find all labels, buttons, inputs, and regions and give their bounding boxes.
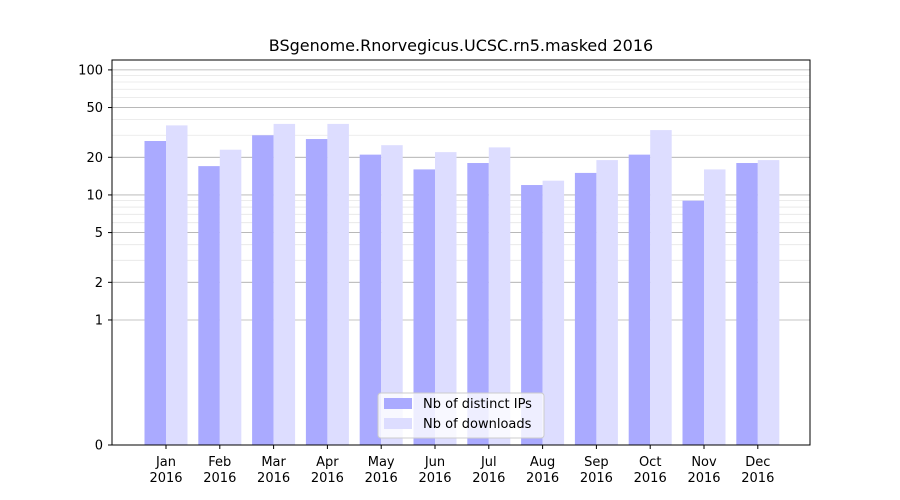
legend-box: [377, 392, 545, 439]
bar: [359, 154, 382, 446]
y-tick-label: 100: [78, 63, 103, 78]
bar: [198, 166, 220, 445]
x-tick-label-year: 2016: [418, 471, 451, 486]
x-tick-label-year: 2016: [580, 471, 613, 486]
y-tick-label: 2: [95, 276, 103, 291]
x-tick-label-year: 2016: [365, 471, 398, 486]
bar: [381, 145, 403, 445]
legend-label: Nb of downloads: [423, 417, 532, 432]
legend-swatch: [384, 398, 412, 409]
bar: [488, 147, 511, 446]
bar: [252, 135, 274, 445]
x-tick-label-month: Oct: [639, 455, 661, 470]
bar: [650, 130, 672, 445]
bar: [596, 160, 618, 445]
bar: [628, 154, 651, 446]
x-tick-label-month: Nov: [691, 455, 717, 470]
legend-swatch: [384, 418, 412, 429]
bar: [736, 163, 758, 445]
x-axis: Jan2016Feb2016Mar2016Apr2016May2016Jun20…: [149, 445, 774, 486]
x-tick-label-month: Sep: [584, 455, 609, 470]
x-tick-label-year: 2016: [472, 471, 505, 486]
x-tick-label-year: 2016: [311, 471, 344, 486]
bar: [144, 140, 166, 445]
x-tick-label-month: Jun: [424, 455, 445, 470]
x-tick-label-year: 2016: [741, 471, 774, 486]
x-tick-label-year: 2016: [149, 471, 182, 486]
bar: [521, 185, 543, 445]
legend-label: Nb of distinct IPs: [423, 397, 532, 412]
y-tick-label: 1: [95, 313, 103, 328]
bar: [574, 172, 597, 445]
bar: [467, 163, 489, 445]
bar: [435, 152, 457, 445]
chart-title: BSgenome.Rnorvegicus.UCSC.rn5.masked 201…: [269, 36, 653, 55]
bar: [757, 160, 780, 445]
bar: [682, 200, 704, 445]
bar: [273, 123, 296, 445]
y-axis: 0 1 2 5 10 20 50 100: [78, 63, 112, 454]
x-tick-label-year: 2016: [526, 471, 559, 486]
legend: Nb of distinct IPs Nb of downloads: [377, 392, 545, 439]
x-tick-label-year: 2016: [257, 471, 290, 486]
plot-area-frame: [111, 59, 811, 446]
bar: [327, 123, 349, 445]
y-tick-label: 5: [95, 226, 103, 241]
x-tick-label-month: Dec: [745, 455, 770, 470]
bar: [704, 169, 726, 445]
x-tick-label-month: Jan: [155, 455, 176, 470]
x-tick-label-month: Mar: [261, 455, 286, 470]
x-tick-label-month: Jul: [480, 455, 497, 470]
x-tick-label-year: 2016: [203, 471, 236, 486]
bars: [144, 123, 780, 446]
bar: [413, 169, 435, 445]
x-tick-label-month: Aug: [530, 455, 555, 470]
bar: [305, 139, 328, 445]
bar: [219, 149, 242, 446]
x-tick-label-month: Apr: [316, 455, 339, 470]
x-tick-label-month: Feb: [208, 455, 231, 470]
x-tick-label-year: 2016: [687, 471, 720, 486]
bar: [542, 180, 565, 445]
x-tick-label-year: 2016: [634, 471, 667, 486]
y-tick-label: 20: [86, 151, 103, 166]
y-tick-label: 50: [86, 101, 103, 116]
y-tick-label: 10: [86, 188, 103, 203]
x-tick-label-month: May: [368, 455, 395, 470]
bar: [166, 125, 188, 445]
y-tick-label: 0: [95, 439, 103, 454]
